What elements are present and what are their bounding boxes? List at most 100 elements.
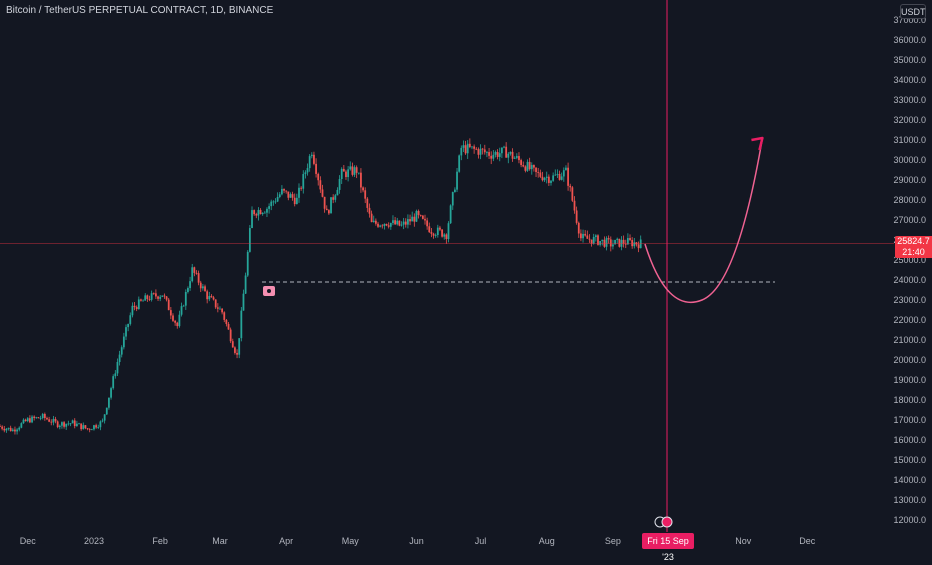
candle-body xyxy=(86,428,89,430)
candle-body xyxy=(90,429,93,431)
candle-body xyxy=(571,187,574,201)
currency-button[interactable]: USDT xyxy=(900,4,926,19)
price-axis[interactable]: 12000.0 13000.0 14000.0 15000.0 16000.0 17000… xyxy=(893,15,926,525)
candle-body xyxy=(330,197,332,214)
candle-body xyxy=(490,155,493,159)
time-tick-label: Aug xyxy=(539,536,555,546)
price-tick-label: 17000.0 xyxy=(893,415,926,425)
candle-body xyxy=(639,239,642,249)
candle-body xyxy=(52,418,55,423)
candle-body xyxy=(180,306,183,315)
candle-body xyxy=(364,190,367,199)
candle-body xyxy=(219,308,221,310)
candle-body xyxy=(426,220,429,227)
candle-body xyxy=(530,165,533,170)
candle-body xyxy=(389,223,392,227)
candle-body xyxy=(637,244,640,249)
candle-body xyxy=(633,242,636,247)
candle-body xyxy=(558,173,561,180)
candle-body xyxy=(103,414,106,421)
candle-body xyxy=(552,175,555,181)
event-marker-icon[interactable] xyxy=(263,286,275,296)
candle-body xyxy=(351,166,354,175)
candle-body xyxy=(122,336,125,348)
candle-body xyxy=(223,312,226,320)
candle-body xyxy=(229,329,232,342)
candle-body xyxy=(105,407,108,415)
candle-body xyxy=(191,267,194,282)
candle-body xyxy=(50,421,53,423)
candle-body xyxy=(436,227,439,236)
price-tick-label: 37000.0 xyxy=(893,15,926,25)
candle-body xyxy=(33,416,36,419)
projection-curve[interactable] xyxy=(644,137,764,304)
time-axis[interactable]: Dec2023FebMarAprMayJunJulAugSepOctNovDec xyxy=(20,536,816,546)
candle-body xyxy=(582,233,584,239)
candle-body xyxy=(562,170,565,177)
price-tick-label: 13000.0 xyxy=(893,495,926,505)
candle-body xyxy=(276,196,279,202)
candle-body xyxy=(281,188,283,195)
candle-body xyxy=(439,227,441,230)
candle-body xyxy=(515,156,518,158)
candle-body xyxy=(120,347,123,355)
candle-body xyxy=(590,239,593,244)
candle-body xyxy=(75,423,78,427)
price-tick-label: 24000.0 xyxy=(893,275,926,285)
candle-body xyxy=(580,233,582,239)
candle-body xyxy=(449,205,452,224)
candle-body xyxy=(400,224,403,226)
candle-body xyxy=(443,234,446,237)
candle-body xyxy=(263,212,266,214)
candle-body xyxy=(54,418,57,422)
candle-body xyxy=(212,297,215,300)
candle-body xyxy=(347,169,350,178)
flag-icon xyxy=(661,516,673,528)
candle-body xyxy=(353,167,356,175)
candle-body xyxy=(234,347,236,353)
candle-body xyxy=(413,216,416,222)
candle-body xyxy=(607,238,610,240)
candle-body xyxy=(24,419,27,422)
candle-body xyxy=(428,226,431,233)
candle-body xyxy=(398,220,401,226)
candle-body xyxy=(319,180,322,190)
candle-body xyxy=(573,200,576,211)
candle-body xyxy=(310,154,313,157)
candle-body xyxy=(78,423,80,425)
candle-body xyxy=(146,295,149,299)
candle-body xyxy=(214,299,217,308)
candle-body xyxy=(327,210,330,214)
candle-body xyxy=(417,210,420,216)
candle-body xyxy=(488,152,490,156)
candle-body xyxy=(187,288,189,292)
candle-body xyxy=(622,239,625,244)
candle-body xyxy=(612,244,614,247)
price-chart[interactable]: 12000.0 13000.0 14000.0 15000.0 16000.0 17000… xyxy=(0,0,932,550)
candle-body xyxy=(385,223,388,226)
candle-body xyxy=(114,373,117,377)
candle-body xyxy=(374,220,377,224)
candle-body xyxy=(210,296,213,298)
candle-body xyxy=(535,167,537,173)
candle-body xyxy=(458,155,461,172)
candle-body xyxy=(22,419,25,424)
candle-body xyxy=(84,425,87,429)
candle-body xyxy=(537,172,540,173)
candle-body xyxy=(140,299,142,301)
candle-body xyxy=(308,156,311,169)
candle-body xyxy=(567,167,569,186)
candle-body xyxy=(56,421,59,428)
candle-body xyxy=(82,425,85,430)
candle-body xyxy=(345,171,347,178)
candle-body xyxy=(392,220,394,224)
candle-body xyxy=(236,352,238,355)
candle-body xyxy=(526,161,529,171)
last-price-value: 25824.7 xyxy=(897,236,930,246)
bottom-event-icons[interactable] xyxy=(654,516,673,528)
price-tick-label: 30000.0 xyxy=(893,155,926,165)
candle-body xyxy=(159,296,162,299)
candle-body xyxy=(355,167,358,173)
candle-body xyxy=(118,354,121,363)
candle-body xyxy=(251,210,253,229)
